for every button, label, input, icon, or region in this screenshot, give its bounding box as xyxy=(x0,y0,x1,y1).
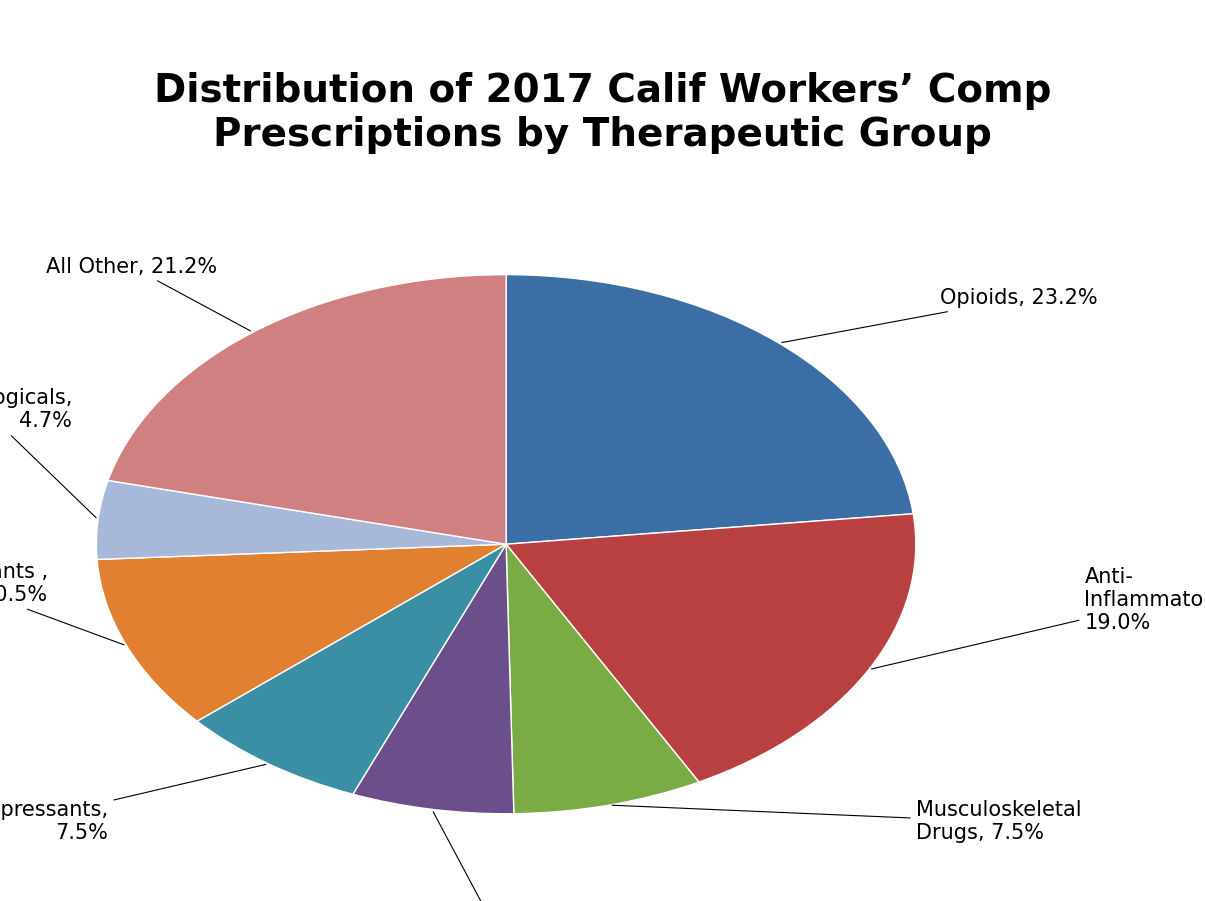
Wedge shape xyxy=(108,275,506,544)
Wedge shape xyxy=(353,544,513,814)
Wedge shape xyxy=(506,544,699,814)
Text: Anticonvulsants ,
10.5%: Anticonvulsants , 10.5% xyxy=(0,562,124,645)
Text: Musculoskeletal
Drugs, 7.5%: Musculoskeletal Drugs, 7.5% xyxy=(612,800,1081,843)
Text: Distribution of 2017 Calif Workers’ Comp
Prescriptions by Therapeutic Group: Distribution of 2017 Calif Workers’ Comp… xyxy=(154,72,1051,154)
Text: Ulcer Drugs, 6.4%: Ulcer Drugs, 6.4% xyxy=(412,812,600,901)
Wedge shape xyxy=(98,544,506,721)
Text: Antidepressants,
7.5%: Antidepressants, 7.5% xyxy=(0,764,266,843)
Wedge shape xyxy=(198,544,506,794)
Wedge shape xyxy=(506,514,916,782)
Wedge shape xyxy=(96,480,506,560)
Text: Dermatologicals,
4.7%: Dermatologicals, 4.7% xyxy=(0,387,96,518)
Text: Anti-
Inflammatories,
19.0%: Anti- Inflammatories, 19.0% xyxy=(871,567,1205,669)
Text: Opioids, 23.2%: Opioids, 23.2% xyxy=(782,288,1098,342)
Text: All Other, 21.2%: All Other, 21.2% xyxy=(46,257,251,331)
Wedge shape xyxy=(506,275,913,544)
